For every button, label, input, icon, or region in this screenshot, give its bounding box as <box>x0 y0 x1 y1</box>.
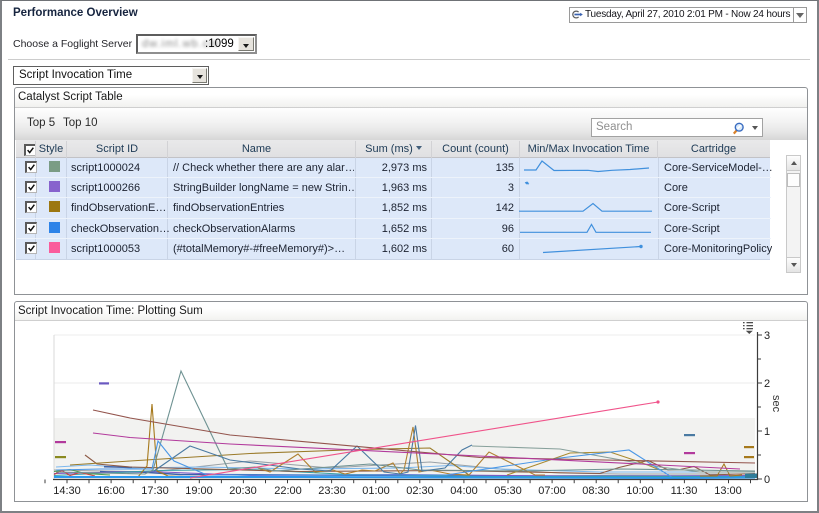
svg-text:0: 0 <box>764 474 770 486</box>
svg-text:22:00: 22:00 <box>274 485 302 497</box>
svg-text:10:00: 10:00 <box>626 485 654 497</box>
svg-text:13:00: 13:00 <box>714 485 742 497</box>
svg-text:23:30: 23:30 <box>318 485 346 497</box>
svg-text:20:30: 20:30 <box>229 485 257 497</box>
svg-text:05:30: 05:30 <box>494 485 522 497</box>
svg-text:07:00: 07:00 <box>538 485 566 497</box>
svg-text:01:00: 01:00 <box>362 485 390 497</box>
svg-text:1: 1 <box>764 426 770 438</box>
svg-text:02:30: 02:30 <box>406 485 434 497</box>
svg-text:sec: sec <box>770 395 782 413</box>
svg-text:2: 2 <box>764 378 770 390</box>
svg-text:14:30: 14:30 <box>53 485 81 497</box>
svg-text:19:00: 19:00 <box>185 485 213 497</box>
svg-text:3: 3 <box>764 330 770 342</box>
svg-text:04:00: 04:00 <box>450 485 478 497</box>
svg-text:17:30: 17:30 <box>141 485 169 497</box>
svg-text:11:30: 11:30 <box>671 485 698 497</box>
svg-text:08:30: 08:30 <box>582 485 610 497</box>
svg-text:16:00: 16:00 <box>97 485 125 497</box>
